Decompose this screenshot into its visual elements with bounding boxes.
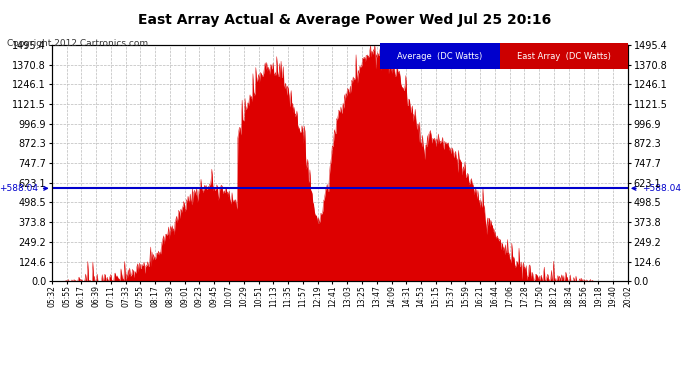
Text: East Array Actual & Average Power Wed Jul 25 20:16: East Array Actual & Average Power Wed Ju… — [139, 13, 551, 27]
Text: East Array  (DC Watts): East Array (DC Watts) — [517, 52, 611, 61]
Text: Copyright 2012 Cartronics.com: Copyright 2012 Cartronics.com — [7, 39, 148, 48]
Text: Average  (DC Watts): Average (DC Watts) — [397, 52, 482, 61]
Text: +588.04: +588.04 — [0, 184, 48, 193]
Text: +588.04: +588.04 — [632, 184, 680, 193]
